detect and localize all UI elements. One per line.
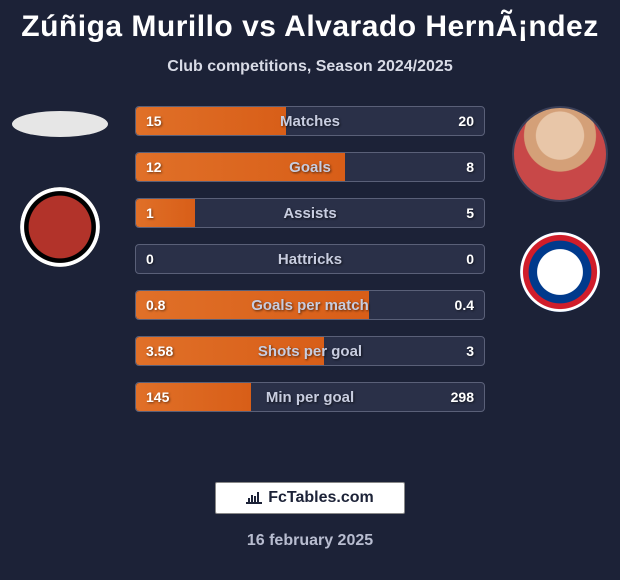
brand-badge[interactable]: FcTables.com [215,482,405,514]
stat-row: 1 Assists 5 [135,198,485,228]
stat-label: Hattricks [278,251,342,268]
stat-label: Assists [283,205,336,222]
comparison-subtitle: Club competitions, Season 2024/2025 [0,58,620,76]
player-left-avatar [12,111,108,137]
stat-value-right: 298 [451,389,474,405]
stat-label: Goals [289,159,331,176]
stat-label: Matches [280,113,340,130]
stat-value-left: 1 [146,205,154,221]
stat-row: 0.8 Goals per match 0.4 [135,290,485,320]
stat-label: Min per goal [266,389,354,406]
stat-value-left: 0.8 [146,297,165,313]
stat-value-right: 8 [466,159,474,175]
stat-value-left: 15 [146,113,162,129]
stat-bar-left-fill [136,199,195,227]
stat-row: 3.58 Shots per goal 3 [135,336,485,366]
stat-value-right: 0.4 [455,297,474,313]
stat-label: Goals per match [251,297,369,314]
stat-value-right: 5 [466,205,474,221]
right-player-column [510,106,610,312]
player-right-avatar [512,106,608,202]
team-left-badge [20,187,100,267]
comparison-title: Zúñiga Murillo vs Alvarado HernÃ¡ndez [0,0,620,44]
stat-value-left: 12 [146,159,162,175]
brand-text: FcTables.com [268,489,374,507]
stat-value-right: 0 [466,251,474,267]
stat-value-left: 145 [146,389,169,405]
footer: FcTables.com 16 february 2025 [0,482,620,550]
stat-value-right: 3 [466,343,474,359]
stat-row: 0 Hattricks 0 [135,244,485,274]
stat-value-right: 20 [458,113,474,129]
team-right-badge [520,232,600,312]
stat-value-left: 3.58 [146,343,173,359]
left-player-column [10,106,110,267]
stat-value-left: 0 [146,251,154,267]
stat-row: 145 Min per goal 298 [135,382,485,412]
stat-row: 12 Goals 8 [135,152,485,182]
comparison-content: 15Matches2012Goals81Assists50Hattricks00… [0,106,620,412]
stat-bars: 15Matches2012Goals81Assists50Hattricks00… [135,106,485,412]
footer-date: 16 february 2025 [0,532,620,550]
stat-label: Shots per goal [258,343,362,360]
stat-row: 15 Matches 20 [135,106,485,136]
chart-icon [246,490,262,507]
